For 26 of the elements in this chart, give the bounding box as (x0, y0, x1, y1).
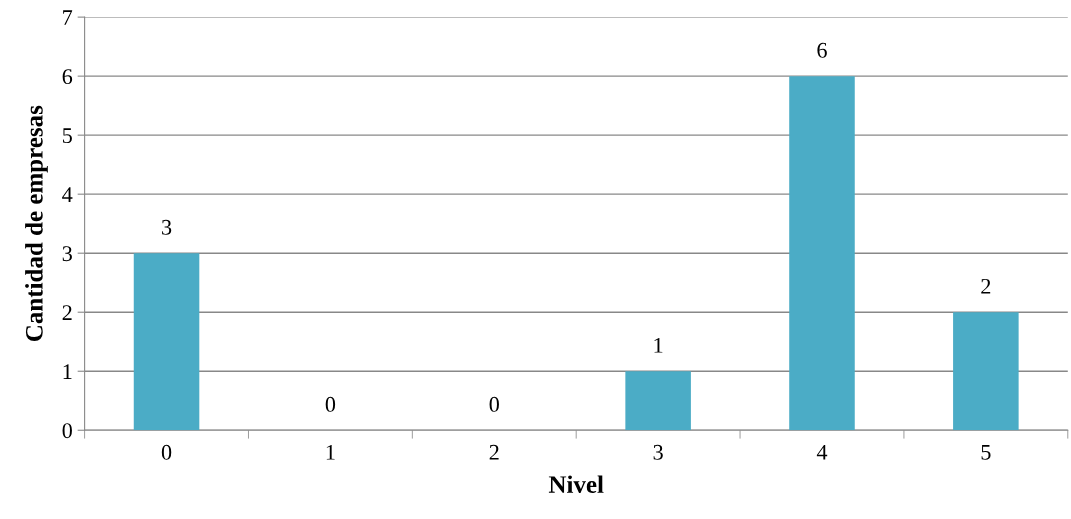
x-tick-label: 5 (981, 445, 991, 460)
x-tick-label: 0 (161, 444, 172, 460)
data-label: 1 (654, 337, 663, 353)
data-label: 3 (162, 219, 172, 235)
data-label: 6 (817, 42, 827, 58)
data-label: 2 (981, 278, 991, 294)
y-tick-label: 6 (62, 69, 73, 85)
y-tick-label: 4 (62, 187, 73, 202)
x-tick-label: 4 (816, 444, 828, 460)
y-tick-label: 3 (62, 246, 72, 262)
x-tick-label: 3 (653, 444, 663, 460)
y-tick-label: 5 (62, 128, 72, 144)
bar (789, 76, 855, 431)
bar (625, 371, 691, 431)
y-tick-label: 2 (62, 305, 72, 320)
y-tick-label: 7 (63, 10, 73, 25)
x-tick-label: 2 (489, 444, 499, 460)
y-axis-title: Cantidad de empresas (25, 105, 48, 341)
y-tick-label: 1 (63, 364, 72, 379)
bar (953, 312, 1019, 431)
x-axis-title: Nivel (548, 475, 604, 493)
data-label: 0 (325, 396, 336, 412)
bar (133, 253, 200, 431)
x-tick-label: 1 (326, 444, 335, 460)
y-tick-label: 0 (62, 423, 72, 439)
data-label: 0 (489, 396, 499, 412)
